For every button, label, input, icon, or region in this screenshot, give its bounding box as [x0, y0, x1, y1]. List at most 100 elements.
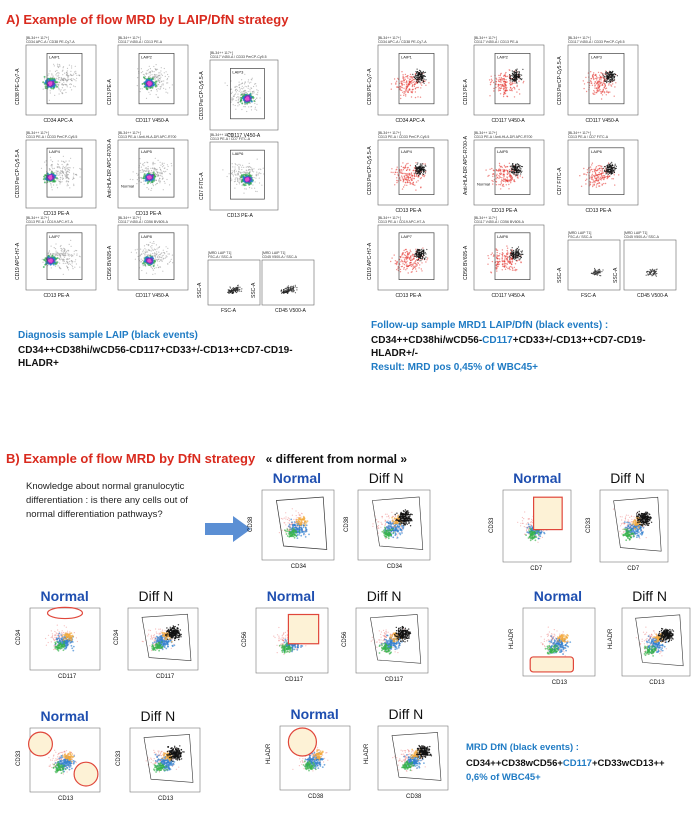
x-axis-label: CD34 APC-A	[395, 118, 425, 124]
gate-box	[398, 232, 435, 280]
plot-frame	[279, 725, 351, 791]
plot-frame	[209, 59, 279, 131]
diffn-plot-7: Diff N CD38 HLADR	[364, 706, 449, 800]
x-axis-label: CD13 PE-A	[491, 208, 518, 214]
mrd-dfn-phenotype: CD34++CD38wCD56+CD117+CD33wCD13++	[466, 758, 665, 769]
flow-plot-1: [BL34++ 117+] CD34 APC-A / CD38 PE-Cy7-A L…	[367, 36, 449, 124]
normal-label: Normal	[477, 182, 490, 187]
plot-frame	[522, 607, 596, 677]
plot-frame	[261, 259, 315, 306]
y-axis-label: CD56	[342, 631, 348, 647]
normal-title: Normal	[533, 588, 583, 604]
gate-box	[138, 147, 175, 198]
gate-polygon	[613, 496, 662, 552]
gate-square	[533, 496, 563, 531]
plot-frame	[355, 607, 429, 674]
flow-plot-6: [BL34++ 117+] CD13 PE-A / CD7 FITC-A LAIP6…	[199, 133, 279, 219]
event-cloud	[378, 642, 393, 655]
event-cloud	[278, 642, 294, 654]
gate-label: LAIP2	[141, 54, 153, 59]
flow-plot-5: [BL34++ 117+] CD13 PE-A / Anti-HLA-DR APC…	[107, 131, 189, 217]
plot-header: [BL34++ 117+] CD13 PE-A / Anti-HLA-DR APC…	[474, 131, 533, 139]
x-axis-label: CD7	[530, 566, 543, 572]
plot-header: [BL34++ 117+] CD117 V450-A / CD33 PerCP-C…	[568, 36, 625, 44]
event-cloud	[488, 69, 525, 98]
event-cloud	[302, 760, 317, 772]
event-cloud	[40, 155, 82, 191]
flow-plot-2: [BL34++ 117+] CD117 V450-A / CD13 PE-A LAI…	[463, 36, 545, 124]
y-axis-label: HLADR	[364, 744, 370, 765]
section-b-subtitle: « different from normal »	[265, 452, 408, 466]
event-cloud	[579, 162, 620, 188]
event-cloud	[245, 177, 250, 182]
gate-label: LAIP8	[497, 234, 509, 239]
plot-header: [BL34++ 117+] CD13 PE-A / CD7 FITC-A	[210, 133, 251, 141]
plot-frame	[599, 489, 669, 563]
plot-frame	[261, 489, 335, 561]
event-cloud	[48, 174, 53, 180]
x-axis-label: CD117 V450-A	[585, 118, 619, 124]
event-cloud	[224, 73, 261, 113]
event-cloud	[485, 162, 524, 190]
plot-header: [BL34++ 117+] CD13 PE-A / CD7 FITC-A	[568, 131, 609, 139]
flow-plot-7: [BL34++ 117+] CD13 PE-A / CD19 APC-H7-A LA…	[15, 216, 97, 299]
flow-plot-8: [BL34++ 117+] CD117 V450-A / CD56 BV605-A…	[107, 216, 189, 299]
x-axis-label: CD117 V450-A	[227, 133, 261, 139]
normal-plot-7: Normal CD38 HLADR	[266, 706, 351, 800]
y-axis-label: CD38	[248, 516, 254, 532]
y-axis-label: Anti-HLA-DR APC-R700-A	[107, 138, 113, 198]
gate-box	[138, 53, 175, 105]
gate-label: LAIP4	[49, 149, 61, 154]
x-axis-label: CD117 V450-A	[491, 118, 525, 124]
event-cloud	[280, 289, 290, 294]
normal-plot-3: Normal CD117 CD34	[16, 588, 101, 680]
plot-header: [MRD LAIP T1] FSC-A / SSC-A	[568, 231, 592, 239]
y-axis-label: CD19 APC-H7-A	[367, 243, 373, 281]
event-cloud	[48, 258, 53, 263]
gate-box	[494, 232, 531, 280]
section-b-header: B) Example of flow MRD by DfN strategy «…	[6, 450, 407, 468]
plot-header: [BL34++ 117+] CD34 APC-A / CD38 PE-Cy7-A	[26, 36, 75, 44]
plot-header: [BL34++ 117+] CD13 PE-A / Anti-HLA-DR APC…	[118, 131, 177, 139]
x-axis-label: CD13 PE-A	[135, 211, 162, 217]
plot-frame	[473, 224, 545, 291]
plot-header: [BL34++ 117+] CD13 PE-A / CD33 PerCP-Cy5.…	[378, 131, 430, 139]
y-axis-label: CD56 BV605-A	[463, 246, 469, 281]
diffn-title: Diff N	[366, 588, 402, 604]
event-cloud	[508, 163, 523, 177]
gate-box	[230, 68, 265, 120]
x-axis-label: FSC-A	[221, 308, 236, 314]
gate-label: LAIP2	[497, 54, 509, 59]
gate-oval	[46, 606, 84, 620]
flow-plot-7: [BL34++ 117+] CD13 PE-A / CD19 APC-H7-A LA…	[367, 216, 449, 299]
x-axis-label: CD117	[58, 674, 77, 680]
normal-title: Normal	[290, 706, 339, 722]
normal-label: Normal	[121, 184, 134, 189]
gate-box	[494, 53, 531, 105]
y-axis-label: HLADR	[608, 628, 614, 649]
event-cloud	[244, 96, 250, 101]
event-cloud	[165, 624, 182, 641]
gate-box	[46, 53, 83, 105]
x-axis-label: CD13 PE-A	[43, 211, 70, 217]
plot-frame	[207, 259, 261, 306]
event-cloud	[525, 527, 540, 542]
y-axis-label: CD33	[16, 751, 22, 767]
x-axis-label: CD45 V500-A	[275, 308, 306, 314]
flow-plot-9: [MRD LAIP T1] FSC-A / SSC-A FSC-A SSC-A	[557, 231, 621, 299]
flow-plot-4: [BL34++ 117+] CD13 PE-A / CD33 PerCP-Cy5.…	[367, 131, 449, 214]
y-axis-label: CD7 FITC-A	[557, 167, 563, 196]
y-axis-label: SSC-A	[557, 267, 563, 283]
y-axis-label: CD56 BV605-A	[107, 246, 113, 281]
x-axis-label: CD117 V450-A	[135, 118, 169, 124]
y-axis-label: HLADR	[266, 744, 272, 765]
plot-frame	[129, 727, 201, 793]
gate-box	[230, 149, 265, 200]
diffn-plot-2: Diff N CD7 CD33	[586, 470, 669, 572]
y-axis-label: CD7 FITC-A	[199, 172, 205, 200]
y-axis-label: CD33 PerCP-Cy5.5-A	[199, 70, 205, 120]
x-axis-label: CD117	[384, 677, 404, 683]
normal-title: Normal	[266, 588, 316, 604]
y-axis-label: Anti-HLA-DR APC-R700-A	[463, 136, 469, 196]
gate-circle	[73, 761, 99, 787]
